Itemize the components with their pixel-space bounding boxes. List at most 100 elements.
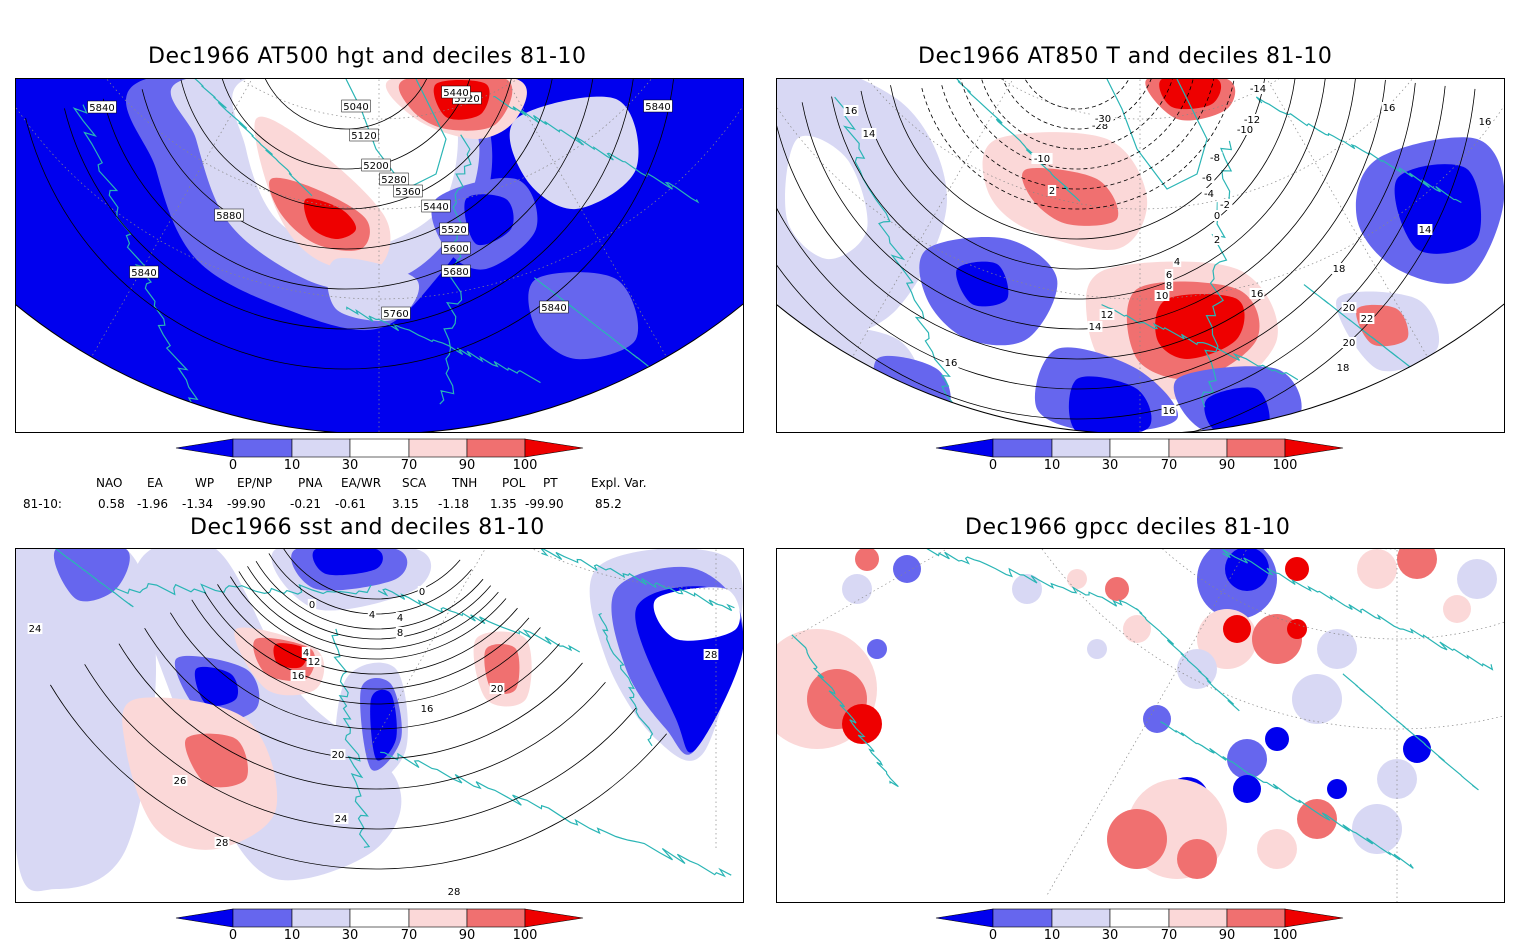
contour-label: 5440 <box>423 202 448 213</box>
colorbar-tick-label: 90 <box>1219 458 1236 472</box>
decile-region <box>370 689 397 761</box>
contour-label: 4 <box>369 610 375 621</box>
colorbar-segment <box>1284 438 1344 458</box>
decile-region <box>1377 759 1417 799</box>
contour-line <box>777 85 1446 420</box>
contour-line <box>890 79 1267 240</box>
contour-label: 5200 <box>363 161 388 172</box>
colorbar-segment <box>175 438 234 458</box>
contour-label-bg <box>703 649 719 660</box>
decile-region <box>956 261 1009 307</box>
contour-line <box>860 79 1297 270</box>
contour-label-bg <box>1417 224 1433 235</box>
contour-label-bg <box>1087 321 1103 332</box>
index-value: 85.2 <box>595 497 622 511</box>
contour-label: -28 <box>1092 121 1108 132</box>
colorbar-segment <box>1051 908 1111 928</box>
colorbar-tick-label: 0 <box>989 928 997 942</box>
decile-region <box>1443 595 1471 623</box>
contour-label: 5520 <box>441 225 466 236</box>
contour-label: 16 <box>1251 289 1264 300</box>
index-header: EA <box>147 476 163 490</box>
decile-region <box>785 135 868 260</box>
contour-line <box>144 627 583 760</box>
contour-label-bg <box>419 703 435 714</box>
colorbar-tick-label: 100 <box>1273 928 1298 942</box>
colorbar-segment <box>408 908 468 928</box>
decile-region <box>1265 727 1289 751</box>
contour-line <box>831 79 1327 300</box>
decile-region <box>1285 557 1309 581</box>
index-value: -1.34 <box>182 497 214 511</box>
index-header: TNH <box>452 476 478 490</box>
coastline-asia <box>1255 96 1462 204</box>
coastline-north-america <box>55 549 134 608</box>
contour-label-bg <box>395 627 405 638</box>
contour-label-box <box>441 85 471 99</box>
colorbar-segment <box>935 908 994 928</box>
contour-label: 28 <box>448 887 461 898</box>
contour-line <box>50 684 667 870</box>
colorbar-t850: 0 10 30 70 90 100 <box>935 438 1345 473</box>
contour-label-bg <box>1164 269 1174 280</box>
contour-line <box>283 549 461 600</box>
contour-label: 5600 <box>443 244 468 255</box>
contour-label: 5680 <box>443 267 468 278</box>
decile-region <box>464 194 514 246</box>
contour-label: 20 <box>1343 303 1356 314</box>
contour-label-bg <box>1199 172 1215 183</box>
contour-label-box <box>539 300 569 314</box>
map-hgt: 5840 5040 5120 5520 5440 5200 5280 5360 5440 5520… <box>15 78 744 433</box>
contour-label-bg <box>1341 302 1357 313</box>
contour-label: 16 <box>1163 406 1176 417</box>
index-value: 3.15 <box>392 497 419 511</box>
decile-region <box>653 587 741 641</box>
contour-label: -10 <box>1237 125 1253 136</box>
contour-line <box>229 576 507 660</box>
contour-label-bg <box>1207 152 1223 163</box>
contour-label: 20 <box>491 684 504 695</box>
coastline-north-america <box>926 549 1140 611</box>
coastline-greenland <box>1106 79 1208 190</box>
index-value: -99.90 <box>227 497 266 511</box>
contour-label: 6 <box>1166 270 1172 281</box>
contour-label: -6 <box>1202 173 1212 184</box>
decile-region <box>1068 376 1152 432</box>
index-header: Expl. Var. <box>591 476 647 490</box>
contour-label: 0 <box>309 600 315 611</box>
colorbar-sst: 0 10 30 70 90 100 <box>175 908 585 943</box>
contour-label-box <box>441 264 471 278</box>
contour-label-bg <box>27 623 43 634</box>
decile-region <box>194 666 239 707</box>
colorbar-segment <box>992 438 1053 458</box>
colorbar-hgt: 0 10 30 70 90 100 <box>175 438 585 473</box>
colorbar-segment <box>1109 908 1170 928</box>
contour-label: 14 <box>1419 225 1432 236</box>
colorbar-gpcc: 0 10 30 70 90 100 <box>935 908 1345 943</box>
contour-label: 5360 <box>395 187 420 198</box>
contour-label-bg <box>861 128 877 139</box>
contour-label-box <box>393 184 423 198</box>
colorbar-segment <box>935 438 994 458</box>
contour-label-bg <box>1161 405 1177 416</box>
colorbar-tick-label: 70 <box>1161 928 1178 942</box>
contour-line <box>777 79 1386 360</box>
colorbar-segment <box>992 908 1053 928</box>
coastline-asia <box>1222 549 1494 671</box>
contour-label: 28 <box>216 838 229 849</box>
map-layer <box>16 549 743 902</box>
colorbar-segment <box>232 908 293 928</box>
coastline-africa <box>1160 721 1414 869</box>
colorbar-tick-label: 10 <box>284 928 301 942</box>
coastline-africa <box>380 751 732 878</box>
contour-label-box <box>129 265 159 279</box>
latitude-gridline <box>789 79 1491 210</box>
contour-line <box>268 553 472 615</box>
contour-line <box>979 79 1176 150</box>
contour-label-bg <box>1031 153 1053 164</box>
contour-label: 5760 <box>383 309 408 320</box>
map-t850: 16 -14 -12 -10 -8 -6 -4 -2 0 2 2 4 6 8 10 12 14 16 18 20 22 2… <box>776 78 1505 433</box>
contour-line <box>777 88 1476 432</box>
contour-label: 2 <box>1214 235 1220 246</box>
contour-label: 20 <box>1343 338 1356 349</box>
